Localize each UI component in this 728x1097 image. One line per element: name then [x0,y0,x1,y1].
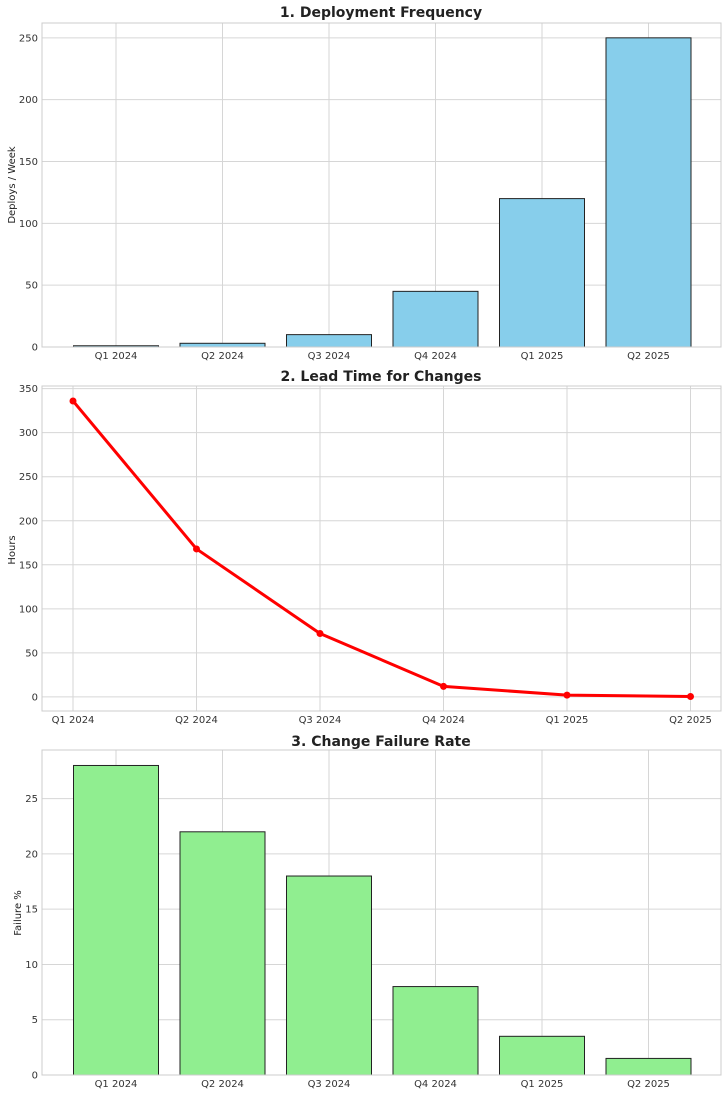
x-tick-label: Q1 2025 [521,1079,564,1090]
y-tick-label: 100 [19,219,38,230]
bar-q3-2024 [286,875,372,1076]
y-tick-label: 5 [32,1015,38,1026]
y-tick-label: 250 [19,472,38,483]
y-tick-label: 250 [19,33,38,44]
panel-change-failure-rate: 3. Change Failure Rate Failure % Q1 2024… [13,734,722,1090]
point-q1-2024 [69,397,77,405]
y-tick-label: 350 [19,384,38,395]
chart-title: 3. Change Failure Rate [291,734,470,750]
panel-deployment-frequency: 1. Deployment Frequency Deploys / Week Q… [7,5,722,362]
y-tick-labels: 0 50 100 150 200 250 [19,33,38,353]
bars [73,764,692,1076]
y-tick-label: 300 [19,428,38,439]
x-tick-label: Q2 2025 [669,715,712,726]
x-tick-label: Q3 2024 [299,715,342,726]
x-tick-label: Q2 2025 [627,1079,670,1090]
x-tick-labels: Q1 2024 Q2 2024 Q3 2024 Q4 2024 Q1 2025 Q2 20… [95,351,670,362]
bar-q3-2024 [286,334,372,348]
y-tick-labels: 0 50 100 150 200 250 300 350 [19,384,38,703]
plot-frame [41,749,722,1076]
x-tick-label: Q1 2024 [95,351,138,362]
x-tick-label: Q3 2024 [308,1079,351,1090]
y-tick-label: 150 [19,560,38,571]
bar-q2-2025 [605,37,692,348]
bar-q2-2024 [179,342,266,348]
bar-q2-2024 [179,831,266,1076]
series-line [71,400,691,698]
y-tick-label: 20 [25,849,38,860]
y-tick-label: 0 [32,343,38,354]
y-tick-label: 150 [19,157,38,168]
point-q2-2024 [193,545,200,553]
y-tick-label: 10 [25,960,38,971]
x-tick-label: Q1 2025 [546,715,589,726]
y-axis-label: Failure % [13,890,24,936]
x-tick-label: Q3 2024 [308,351,351,362]
point-q3-2024 [316,629,324,637]
y-tick-label: 25 [25,794,38,805]
bar-q1-2025 [499,1035,585,1076]
bars [73,37,692,348]
y-tick-label: 15 [25,905,38,916]
point-q2-2025 [687,692,694,700]
bar-q1-2024 [73,764,159,1076]
chart-title: 2. Lead Time for Changes [281,369,482,385]
y-tick-label: 100 [19,604,38,615]
x-tick-label: Q2 2024 [201,351,244,362]
bar-q2-2025 [605,1057,692,1076]
y-tick-label: 200 [19,95,38,106]
y-tick-label: 200 [19,516,38,527]
point-q4-2024 [440,682,447,690]
y-tick-label: 50 [25,281,38,292]
y-tick-label: 50 [25,648,38,659]
y-tick-label: 0 [32,1071,38,1082]
x-tick-label: Q2 2025 [627,351,670,362]
point-q1-2025 [563,691,571,699]
y-axis-label: Deploys / Week [7,146,18,224]
chart-title: 1. Deployment Frequency [280,5,482,21]
x-tick-label: Q4 2024 [414,1079,457,1090]
y-tick-label: 0 [32,692,38,703]
x-tick-label: Q4 2024 [422,715,465,726]
bar-q4-2024 [392,290,479,348]
x-tick-label: Q1 2024 [52,715,95,726]
bar-q1-2025 [499,198,585,348]
plot-frame [41,22,722,348]
x-tick-label: Q1 2024 [95,1079,138,1090]
x-tick-labels: Q1 2024 Q2 2024 Q3 2024 Q4 2024 Q1 2025 Q2 20… [52,715,712,726]
x-tick-label: Q4 2024 [414,351,457,362]
panel-lead-time: 2. Lead Time for Changes Hours Q1 2024 Q2… [7,369,722,726]
x-tick-label: Q2 2024 [175,715,218,726]
line-series [69,397,694,700]
bar-q4-2024 [392,986,479,1076]
y-tick-labels: 0 5 10 15 20 25 [25,794,38,1081]
plot-frame [41,385,722,712]
y-axis-label: Hours [7,535,18,564]
grid [42,386,721,711]
x-tick-labels: Q1 2024 Q2 2024 Q3 2024 Q4 2024 Q1 2025 Q2 20… [95,1079,670,1090]
x-tick-label: Q2 2024 [201,1079,244,1090]
x-tick-label: Q1 2025 [521,351,564,362]
